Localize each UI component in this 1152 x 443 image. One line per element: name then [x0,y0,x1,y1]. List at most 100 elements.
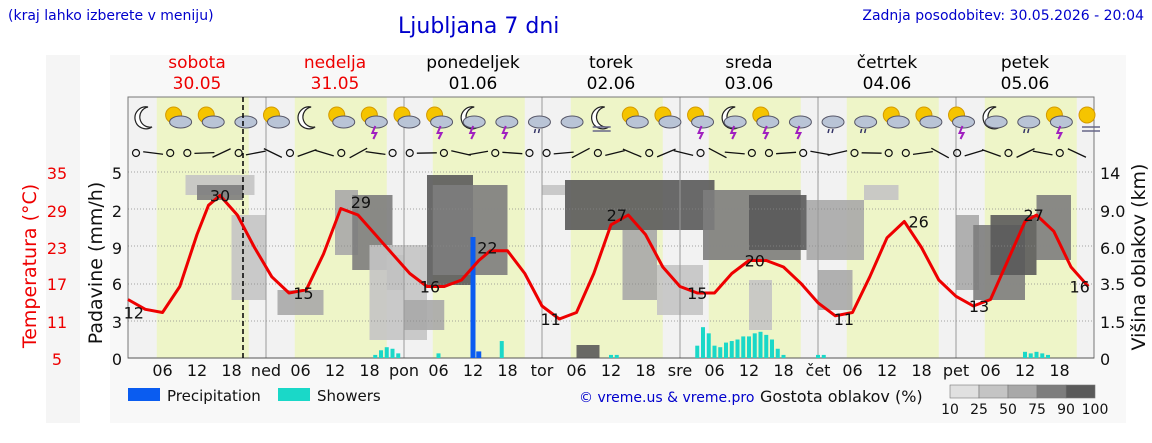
x-tick-label: 06 [566,361,586,380]
wind-barb-icon [571,147,590,159]
temperature-line [127,194,1090,321]
lightning-icon [1055,125,1063,140]
x-tick-label: 06 [704,361,724,380]
cloud-height-tick: 1.5 [1100,313,1125,332]
cloud-icon [854,115,878,129]
showers-bar [747,336,751,358]
precip-tick: 6 [112,275,122,294]
calm-wind-icon [884,148,893,158]
wind-barb-icon [143,151,164,155]
wind-barb-icon [297,148,317,158]
showers-bar [775,348,780,358]
cloud-scale-swatch [949,384,980,399]
temperature-tick: 23 [47,239,67,258]
day-date: 31.05 [311,74,360,94]
rain-icon [533,128,541,134]
precipitation-bar [476,351,482,358]
calm-wind-icon [405,148,414,158]
cloud-height-tick: 14 [1100,164,1120,183]
temperature-label: 12 [124,304,144,323]
day-name: nedelja [304,53,366,73]
cloud-icon [1017,115,1041,129]
calm-wind-icon [799,148,808,158]
cloud-density-block [806,200,864,260]
precip-axis-title: Padavine (mm/h) [85,182,107,345]
cloud-density-block [432,185,508,275]
temperature-label: 27 [607,206,627,225]
cloud-height-tick: 9.0 [1100,202,1125,221]
temperature-tick: 35 [47,164,67,183]
cloud-icon [788,115,812,129]
lightning-icon [468,125,476,140]
showers-bar [1023,351,1027,358]
credit-text: © vreme.us & vreme.pro [579,390,754,406]
showers-bar [379,350,383,358]
cloud-scale-tick: 10 [941,402,959,418]
wind-barb-icon [1032,150,1053,156]
cloud-scale-swatch [1007,384,1038,399]
showers-bar [729,341,734,358]
x-tick-label: sre [668,361,692,380]
wind-barb-icon [930,147,950,159]
calm-wind-icon [439,148,449,158]
precip-tick: 5 [112,164,122,183]
cloud-scale-tick: 90 [1057,402,1075,418]
x-tick-label: 12 [739,361,759,380]
cloud-density-block [749,195,807,250]
cloud-density-block [565,180,715,230]
temperature-label: 20 [745,252,765,271]
calm-wind-icon [850,148,859,158]
showers-bar [706,333,711,358]
cloud-height-tick: 0 [1100,350,1110,369]
cloud-icon [201,115,225,129]
showers-bar [712,345,717,358]
showers-bar [752,333,757,358]
wind-barb-icon [673,149,694,157]
x-tick-label: 06 [842,361,862,380]
cloud-scale-title: Gostota oblakov (%) [760,387,923,406]
cloud-density-block [622,230,657,300]
legend-swatch [278,388,310,401]
temperature-tick: 29 [47,202,67,221]
cloud-icon [430,115,454,129]
temperature-label: 22 [477,239,497,258]
day-date: 02.06 [587,74,636,94]
cloud-icon [952,115,976,129]
wind-barb-icon [263,148,283,158]
lightning-icon [794,125,803,140]
wind-barb-icon [1016,148,1035,158]
temperature-label: 27 [1023,206,1043,225]
showers-bar [741,336,746,358]
temperature-axis-title: Temperatura (°C) [19,184,41,349]
temperature-label: 11 [834,310,854,329]
wind-barb-icon [912,150,933,156]
wind-barb-icon [468,150,489,156]
showers-bar [816,354,820,358]
cloud-icon [397,115,421,129]
calm-wind-icon [1004,148,1013,158]
showers-bar [436,353,441,358]
cloud-density-block [542,185,565,195]
showers-bar [718,347,723,358]
legend-label: Precipitation [167,387,261,405]
wind-barb-icon [553,151,574,155]
cloud-icon [886,115,910,129]
rain-icon [1023,128,1030,134]
calm-wind-icon [1055,148,1064,158]
temperature-label: 16 [1069,278,1089,297]
calm-wind-icon [388,148,397,158]
temperature-tick: 11 [47,313,67,332]
cloud-icon [527,115,551,129]
day-name: torek [589,53,633,73]
wind-barb-icon [964,149,985,157]
wind-barb-icon [245,150,266,156]
wind-barb-icon [656,148,676,158]
precipitation-bar [470,237,476,358]
cloud-icon [332,115,356,129]
day-date: 05.06 [1001,74,1050,94]
showers-bar [384,347,389,358]
cloud-density-block [1036,195,1071,260]
day-name: sobota [168,53,226,73]
lightning-icon [370,125,378,140]
